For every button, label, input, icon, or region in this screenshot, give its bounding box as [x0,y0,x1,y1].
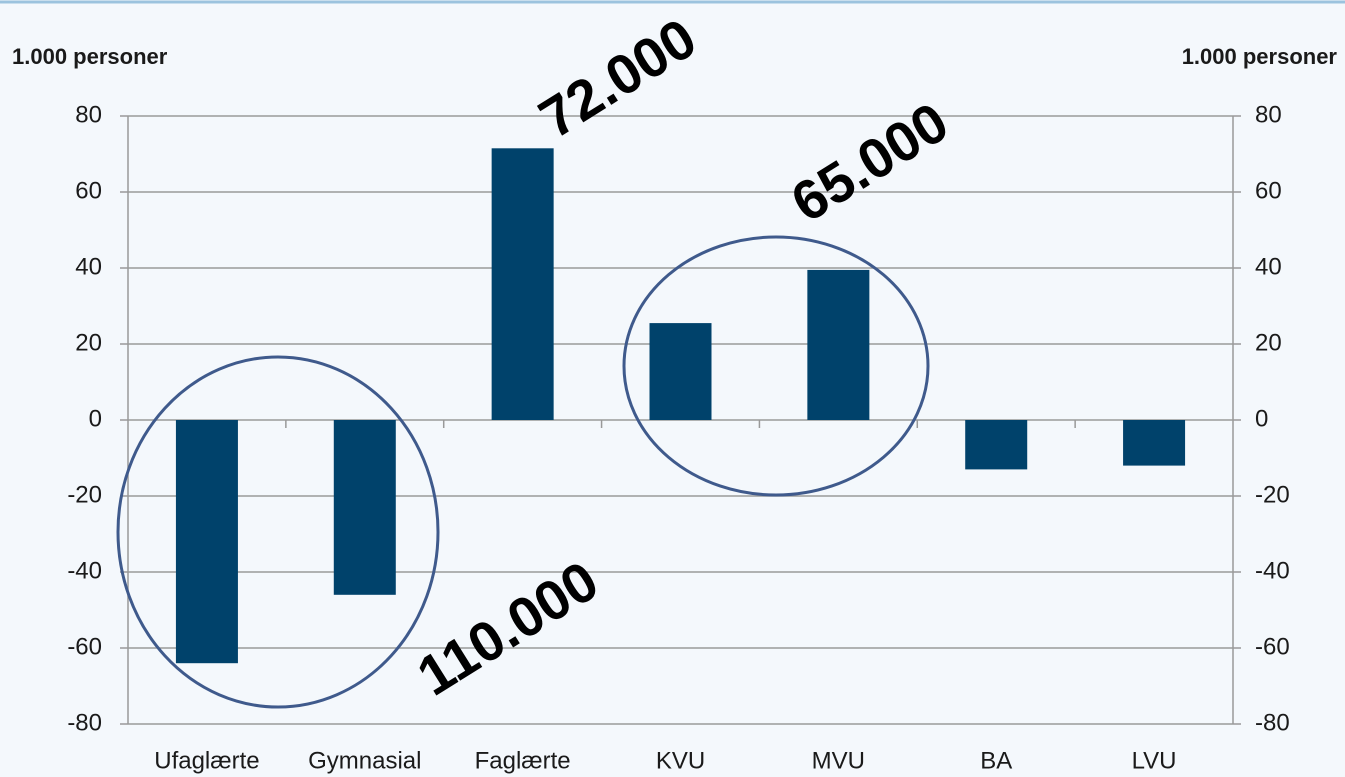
y2-tick-label: -40 [1255,557,1290,584]
x-tick-label: LVU [1132,747,1177,774]
y-tick-label: -60 [67,633,102,660]
y-tick-label: 20 [75,329,102,356]
y-tick-label: 0 [89,405,102,432]
highlight-circle [622,235,930,497]
highlight-circle [116,355,440,709]
y2-tick-label: 0 [1255,405,1268,432]
y-tick-label: -80 [67,709,102,736]
y-tick-label: 60 [75,177,102,204]
bar [1123,420,1186,466]
y2-tick-label: -60 [1255,633,1290,660]
bar [333,420,396,595]
annotation: 72.000 [528,6,707,150]
y-axis-label: 1.000 personer [12,44,168,69]
y2-tick-label: 20 [1255,329,1282,356]
bar [965,420,1028,470]
bar [649,323,712,420]
x-tick-label: Faglærte [475,747,571,774]
y-tick-label: -20 [67,481,102,508]
x-tick-label: Gymnasial [308,747,421,774]
x-tick-label: BA [980,747,1012,774]
y2-tick-label: -20 [1255,481,1290,508]
y2-axis-label: 1.000 personer [1182,44,1338,69]
bar [807,269,870,420]
y2-tick-label: -80 [1255,709,1290,736]
y-tick-label: 80 [75,101,102,128]
y2-tick-label: 80 [1255,101,1282,128]
y-tick-label: 40 [75,253,102,280]
y2-tick-label: 60 [1255,177,1282,204]
annotation: 65.000 [780,90,959,234]
x-tick-label: MVU [812,747,865,774]
y2-tick-label: 40 [1255,253,1282,280]
bar [491,148,554,421]
bar [175,420,238,664]
y-tick-label: -40 [67,557,102,584]
x-tick-label: Ufaglærte [154,747,259,774]
x-tick-label: KVU [656,747,705,774]
